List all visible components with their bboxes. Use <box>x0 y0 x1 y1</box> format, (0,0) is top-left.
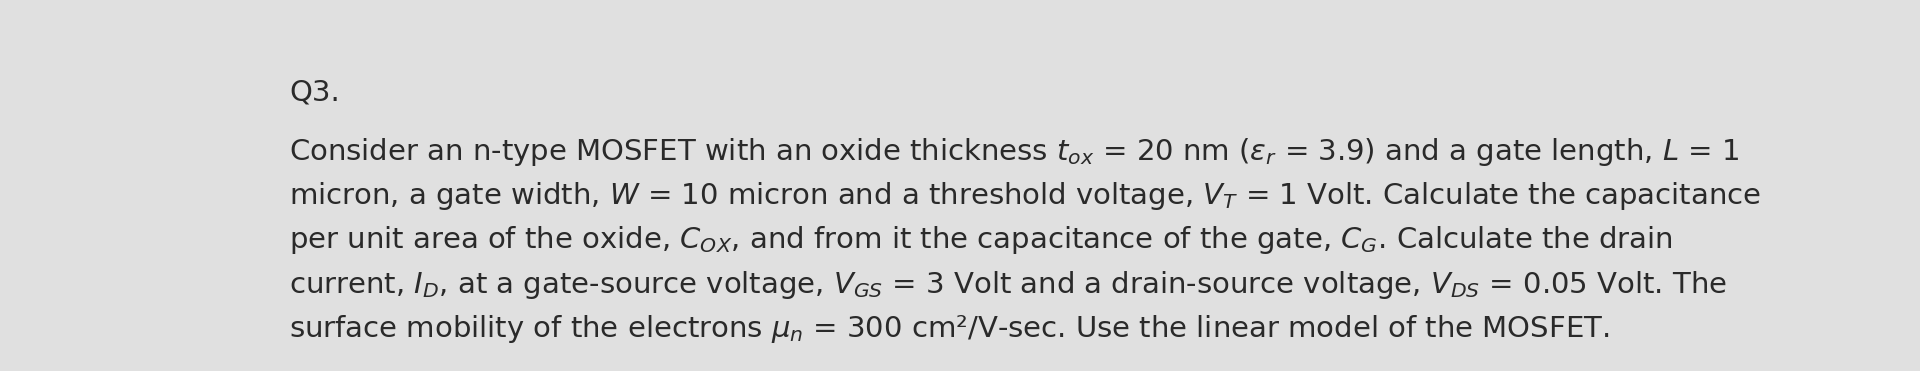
Text: per unit area of the oxide, $C_{OX}$, and from it the capacitance of the gate, $: per unit area of the oxide, $C_{OX}$, an… <box>290 224 1672 256</box>
Text: Consider an n-type MOSFET with an oxide thickness $t_{ox}$ = 20 nm ($\varepsilon: Consider an n-type MOSFET with an oxide … <box>290 136 1740 168</box>
Text: micron, a gate width, $W$ = 10 micron and a threshold voltage, $V_T$ = 1 Volt. C: micron, a gate width, $W$ = 10 micron an… <box>290 180 1761 212</box>
Text: current, $I_D$, at a gate-source voltage, $V_{GS}$ = 3 Volt and a drain-source v: current, $I_D$, at a gate-source voltage… <box>290 269 1728 301</box>
Text: surface mobility of the electrons $\mu_n$ = 300 cm²/V-sec. Use the linear model : surface mobility of the electrons $\mu_n… <box>290 313 1609 345</box>
Text: Q3.: Q3. <box>290 79 340 107</box>
